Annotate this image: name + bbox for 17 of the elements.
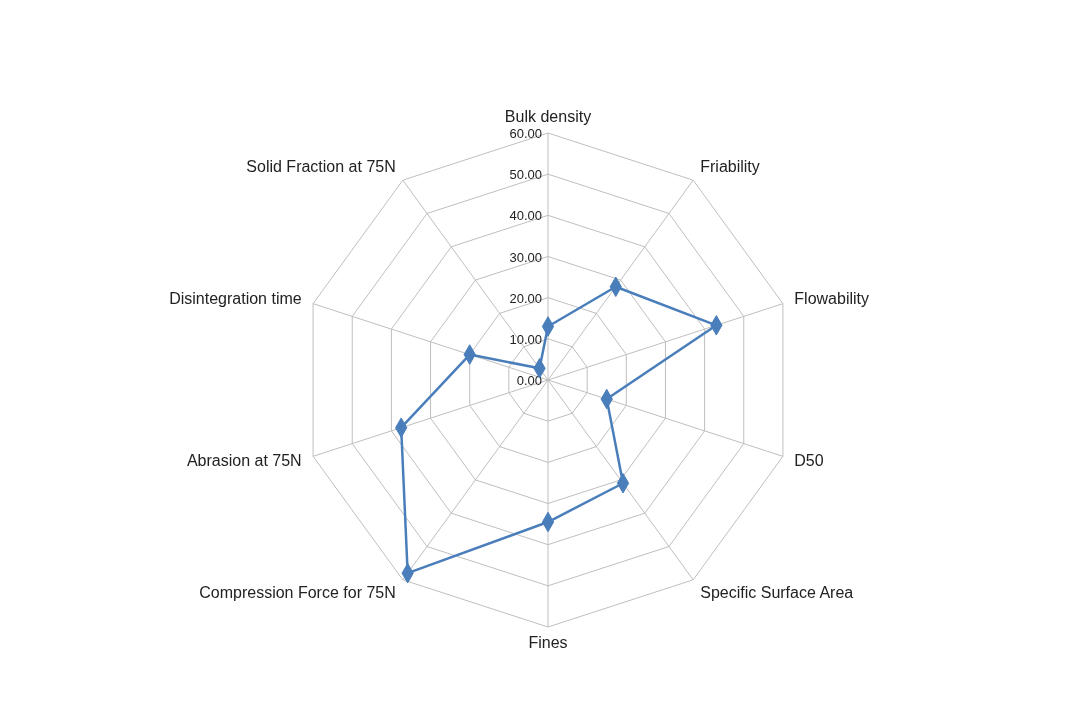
- spoke-label: Friability: [700, 158, 760, 176]
- y-tick-label: 40.00: [509, 208, 542, 224]
- spoke-label: Compression Force for 75N: [199, 583, 396, 601]
- spoke-label: Solid Fraction at 75N: [246, 158, 396, 176]
- spoke-label: Fines: [528, 634, 568, 651]
- spoke-label: Disintegration time: [169, 289, 302, 307]
- spoke-label: D50: [794, 452, 824, 470]
- spoke-label: Abrasion at 75N: [186, 452, 302, 470]
- spoke-label: Flowability: [794, 289, 870, 307]
- y-tick-label: 10.00: [509, 331, 542, 347]
- y-tick-label: 20.00: [509, 290, 542, 306]
- y-tick-label: 60.00: [509, 126, 542, 141]
- spoke-label: Bulk density: [504, 108, 592, 125]
- spoke-label: Specific Surface Area: [700, 583, 854, 601]
- y-tick-label: 50.00: [509, 167, 542, 183]
- y-tick-label: 0.00: [516, 373, 542, 388]
- y-tick-label: 30.00: [509, 249, 542, 265]
